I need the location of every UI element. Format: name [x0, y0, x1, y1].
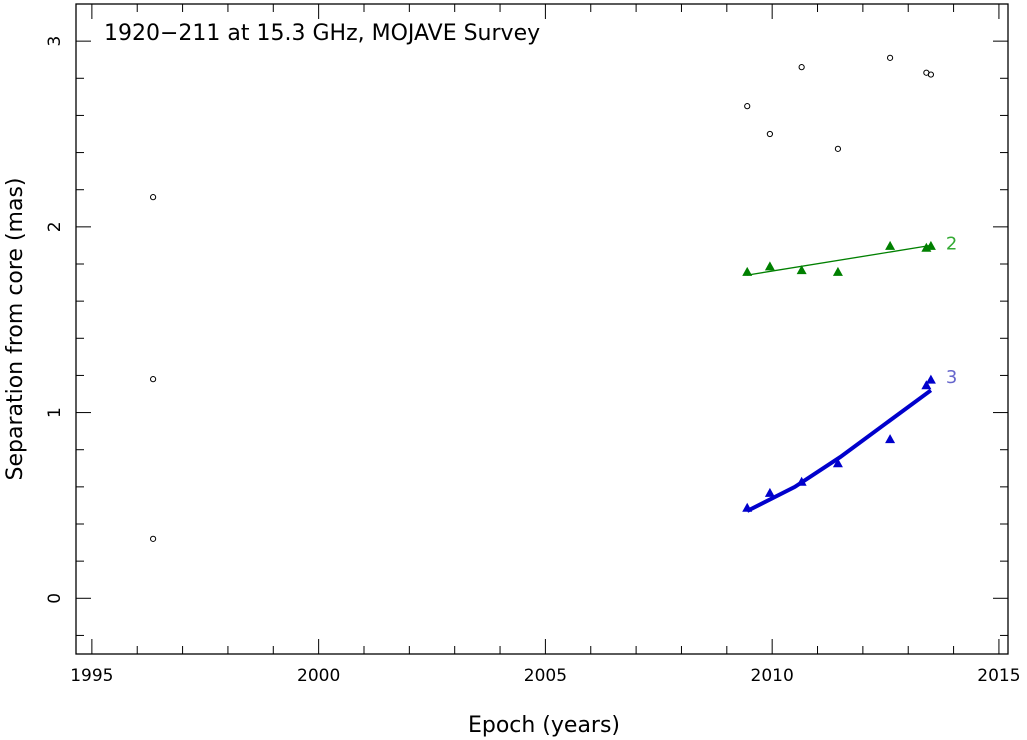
- data-points: [149, 54, 936, 542]
- y-axis-title: Separation from core (mas): [3, 178, 28, 481]
- data-point-triangle: [742, 266, 753, 276]
- x-axis-title: Epoch (years): [468, 713, 620, 738]
- data-point-triangle: [925, 374, 936, 384]
- chart-title: 1920−211 at 15.3 GHz, MOJAVE Survey: [104, 21, 540, 46]
- plot-border: [75, 3, 1009, 655]
- data-point-triangle: [925, 240, 936, 250]
- y-tick-label: 0: [45, 593, 65, 604]
- plot-frame: [75, 3, 1009, 655]
- data-point-triangle: [885, 434, 896, 444]
- data-point-triangle: [796, 476, 807, 486]
- series-labels: 23: [946, 233, 957, 388]
- axis-ticks: [76, 3, 1008, 654]
- x-tick-label: 2015: [977, 666, 1020, 686]
- x-tick-label: 2005: [524, 666, 567, 686]
- fit-line-2: [747, 244, 932, 276]
- data-point-circle: [149, 535, 157, 542]
- data-point-triangle: [764, 261, 775, 271]
- x-tick-label: 1995: [70, 666, 113, 686]
- series-label-3: 3: [946, 367, 957, 388]
- y-tick-label: 3: [45, 36, 65, 47]
- data-point-triangle: [885, 240, 896, 250]
- fit-line-3: [746, 388, 933, 513]
- data-point-triangle: [764, 487, 775, 497]
- data-point-circle: [798, 64, 805, 71]
- data-point-circle: [927, 71, 935, 78]
- x-tick-label: 2010: [751, 666, 794, 686]
- data-point-circle: [766, 130, 773, 138]
- data-point-circle: [886, 54, 894, 61]
- fit-lines: [746, 244, 933, 513]
- data-point-triangle: [921, 380, 932, 390]
- data-point-circle: [834, 145, 842, 152]
- data-point-circle: [149, 194, 157, 201]
- data-point-triangle: [832, 458, 843, 468]
- data-point-triangle: [742, 502, 753, 512]
- data-point-circle: [744, 103, 751, 110]
- y-tick-label: 1: [45, 407, 65, 418]
- data-point-circle: [149, 376, 157, 383]
- series-label-2: 2: [946, 233, 957, 254]
- data-point-triangle: [796, 265, 807, 275]
- y-tick-label: 2: [45, 221, 65, 232]
- data-point-triangle: [832, 266, 843, 276]
- x-tick-label: 2000: [297, 666, 340, 686]
